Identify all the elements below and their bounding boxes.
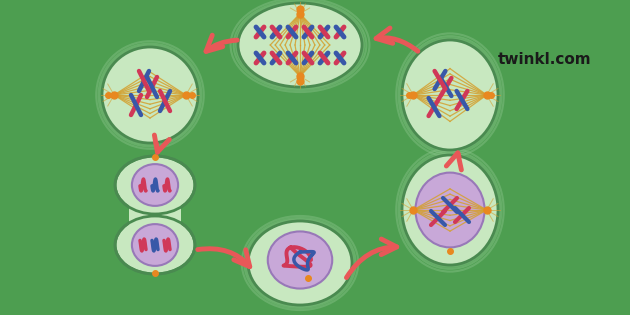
- FancyBboxPatch shape: [129, 198, 181, 232]
- Ellipse shape: [102, 47, 198, 143]
- Ellipse shape: [402, 155, 498, 265]
- Ellipse shape: [115, 156, 195, 214]
- Ellipse shape: [132, 224, 178, 266]
- Ellipse shape: [268, 232, 332, 289]
- Ellipse shape: [402, 40, 498, 150]
- Ellipse shape: [415, 173, 484, 247]
- Ellipse shape: [132, 164, 178, 206]
- Text: twinkl.com: twinkl.com: [498, 53, 592, 67]
- Ellipse shape: [248, 221, 352, 305]
- Ellipse shape: [115, 216, 195, 274]
- Ellipse shape: [238, 3, 362, 87]
